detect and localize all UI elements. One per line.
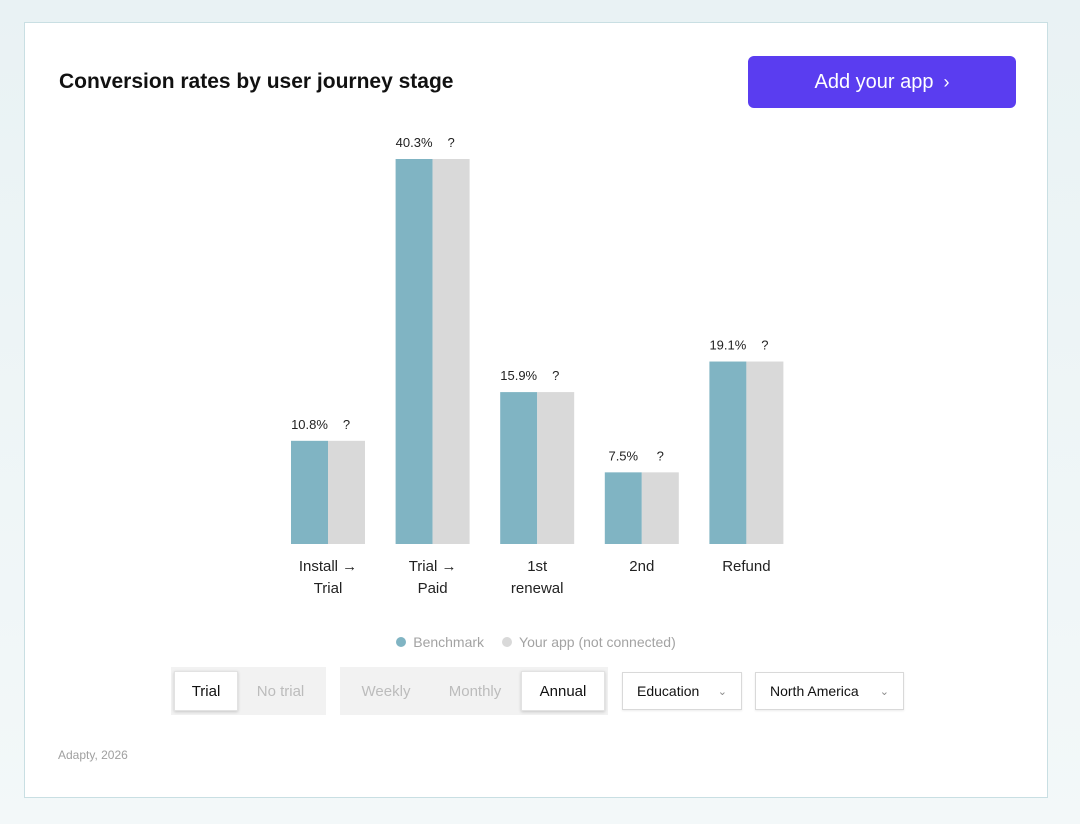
your-app-bar-1 xyxy=(432,159,470,544)
benchmark-bar-3 xyxy=(604,472,642,544)
period-toggle: Weekly Monthly Annual xyxy=(340,667,608,715)
chart-card: Conversion rates by user journey stage A… xyxy=(24,22,1048,798)
category-label-4-0: Refund xyxy=(722,558,770,575)
trial-toggle: Trial No trial xyxy=(171,667,326,715)
category-label-1-1: Paid xyxy=(418,580,448,597)
footer-credit: Adapty, 2026 xyxy=(58,748,128,762)
weekly-option[interactable]: Weekly xyxy=(361,682,411,700)
legend-your-app-label: Your app (not connected) xyxy=(519,634,676,650)
benchmark-value-label-4: 19.1% xyxy=(709,338,746,353)
benchmark-value-label-0: 10.8% xyxy=(291,417,328,432)
benchmark-value-label-3: 7.5% xyxy=(608,448,638,463)
category-label-3-0: 2nd xyxy=(629,558,654,575)
benchmark-bar-4 xyxy=(709,361,747,544)
benchmark-value-label-1: 40.3% xyxy=(396,135,433,150)
your-app-bar-0 xyxy=(328,440,365,544)
bar-chart: 10.8% ? Install → Trial 40.3% ? Trial → Paid 15.… xyxy=(291,135,784,597)
benchmark-bar-2 xyxy=(500,392,538,544)
benchmark-bar-1 xyxy=(395,159,433,544)
your-app-swatch xyxy=(502,637,513,647)
annual-option[interactable]: Annual xyxy=(521,671,605,711)
benchmark-bar-0 xyxy=(291,440,328,544)
your-app-bar-2 xyxy=(537,392,575,544)
chart-legend: Benchmark Your app (not connected) xyxy=(25,634,1047,650)
trial-option[interactable]: Trial xyxy=(174,671,238,711)
region-value: North America xyxy=(770,683,859,699)
region-dropdown[interactable]: North America ⌄ xyxy=(755,672,904,710)
your-app-value-label-4: ? xyxy=(761,338,768,353)
category-dropdown[interactable]: Education ⌄ xyxy=(622,672,742,710)
category-label-2-0: 1st xyxy=(527,558,548,575)
category-label-0-1: Trial xyxy=(314,580,343,597)
your-app-value-label-3: ? xyxy=(657,448,664,463)
your-app-value-label-1: ? xyxy=(447,135,454,150)
your-app-value-label-2: ? xyxy=(552,368,559,383)
category-value: Education xyxy=(637,683,700,699)
chevron-down-icon: ⌄ xyxy=(879,685,889,698)
chevron-down-icon: ⌄ xyxy=(717,685,727,698)
page-title: Conversion rates by user journey stage xyxy=(59,70,454,93)
your-app-bar-3 xyxy=(641,472,679,544)
benchmark-value-label-2: 15.9% xyxy=(500,368,537,383)
no-trial-option[interactable]: No trial xyxy=(256,682,305,700)
benchmark-swatch xyxy=(396,637,407,647)
category-label-1-0: Trial → xyxy=(409,558,457,575)
legend-benchmark-label: Benchmark xyxy=(413,634,485,650)
category-label-0-0: Install → xyxy=(299,558,357,575)
chevron-right-icon: › xyxy=(943,71,950,92)
add-your-app-button[interactable]: Add your app › xyxy=(748,56,1016,108)
your-app-bar-4 xyxy=(746,361,784,544)
legend-your-app: Your app (not connected) xyxy=(502,634,676,650)
category-label-2-1: renewal xyxy=(511,580,564,597)
your-app-value-label-0: ? xyxy=(343,417,350,432)
add-your-app-label: Add your app xyxy=(814,70,934,93)
legend-benchmark: Benchmark xyxy=(396,634,484,650)
monthly-option[interactable]: Monthly xyxy=(448,682,502,700)
